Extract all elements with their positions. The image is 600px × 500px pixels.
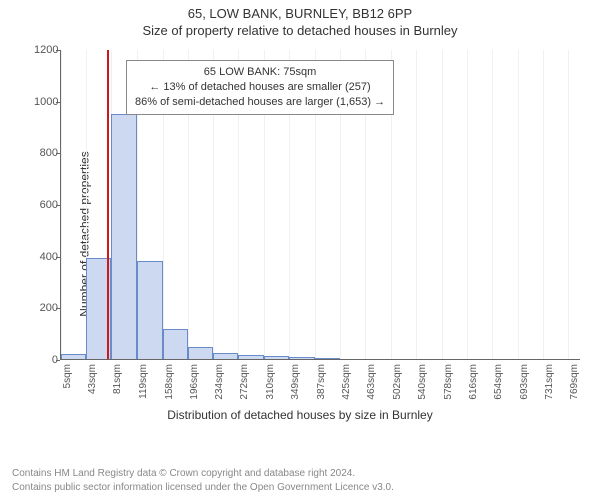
x-tick-label: 502sqm [392,364,403,404]
x-tick-label: 5sqm [62,364,73,404]
grid-line [492,50,493,359]
annotation-line-1: 65 LOW BANK: 75sqm [135,65,385,80]
x-tick-label: 578sqm [443,364,454,404]
grid-line [467,50,468,359]
x-tick-label: 81sqm [112,364,123,404]
y-tick-label: 600 [34,199,58,211]
x-axis-label: Distribution of detached houses by size … [0,408,600,422]
grid-line [61,50,62,359]
grid-line [518,50,519,359]
x-tick-label: 196sqm [189,364,200,404]
x-tick-label: 463sqm [366,364,377,404]
histogram-bar [61,354,86,359]
annotation-box: 65 LOW BANK: 75sqm ← 13% of detached hou… [126,60,394,115]
footer-attribution: Contains HM Land Registry data © Crown c… [12,467,588,494]
x-tick-label: 272sqm [239,364,250,404]
y-tick-label: 0 [34,354,58,366]
annotation-line-3: 86% of semi-detached houses are larger (… [135,95,385,110]
chart-title-main: 65, LOW BANK, BURNLEY, BB12 6PP [0,0,600,21]
footer-line-1: Contains HM Land Registry data © Crown c… [12,467,588,481]
y-tick-label: 1200 [34,44,58,56]
histogram-bar [238,355,263,359]
footer-line-2: Contains public sector information licen… [12,481,588,495]
x-tick-label: 769sqm [569,364,580,404]
histogram-bar [163,329,188,359]
chart-title-sub: Size of property relative to detached ho… [0,21,600,38]
x-tick-label: 387sqm [316,364,327,404]
x-tick-label: 731sqm [544,364,555,404]
y-tick-label: 400 [34,251,58,263]
x-tick-label: 234sqm [214,364,225,404]
histogram-bar [213,353,238,359]
x-tick-label: 616sqm [468,364,479,404]
grid-line [442,50,443,359]
grid-line [568,50,569,359]
x-tick-label: 119sqm [138,364,149,404]
y-tick-label: 1000 [34,96,58,108]
histogram-bar [188,347,213,359]
y-tick-label: 200 [34,302,58,314]
grid-line [416,50,417,359]
x-tick-label: 540sqm [417,364,428,404]
histogram-bar [315,358,340,359]
annotation-line-2: ← 13% of detached houses are smaller (25… [135,80,385,95]
histogram-bar [137,261,163,359]
x-tick-label: 654sqm [493,364,504,404]
x-tick-label: 43sqm [87,364,98,404]
x-tick-label: 693sqm [519,364,530,404]
x-tick-label: 310sqm [265,364,276,404]
grid-line [543,50,544,359]
histogram-bar [289,357,314,359]
histogram-bar [111,114,136,359]
property-marker-line [107,50,109,359]
x-tick-label: 425sqm [341,364,352,404]
y-tick-mark [56,360,60,361]
histogram-bar [264,356,290,359]
x-tick-label: 349sqm [290,364,301,404]
y-tick-label: 800 [34,147,58,159]
x-tick-label: 158sqm [164,364,175,404]
